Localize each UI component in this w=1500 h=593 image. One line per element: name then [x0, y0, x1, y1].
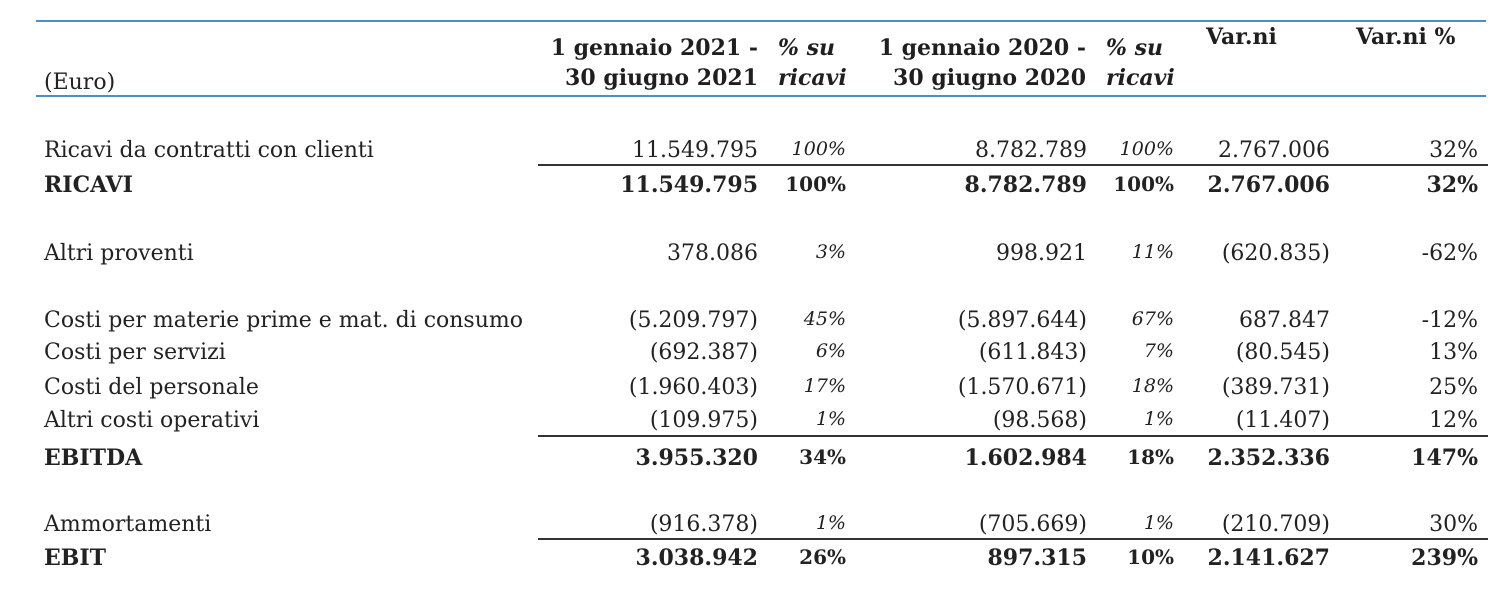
cell-label: Costi del personale	[44, 375, 259, 400]
cell-v2021: (692.387)	[649, 340, 758, 365]
ricavi-subtotal-rule	[538, 164, 1488, 166]
cell-varp: 13%	[1429, 340, 1478, 365]
cell-p2021: 3%	[815, 241, 846, 263]
cell-p2020: 10%	[1127, 545, 1174, 569]
cell-v2021: (109.975)	[649, 408, 758, 433]
cell-varp: 239%	[1411, 545, 1478, 571]
cell-var: (389.731)	[1221, 375, 1330, 400]
cell-var: 2.141.627	[1207, 545, 1330, 571]
cell-p2021: 1%	[815, 512, 846, 534]
cell-p2021: 26%	[799, 545, 846, 569]
cell-v2021: 3.038.942	[635, 545, 758, 571]
cell-v2020: 998.921	[996, 241, 1087, 266]
cell-var: 2.767.006	[1207, 172, 1330, 198]
cell-label: Ricavi da contratti con clienti	[44, 138, 374, 163]
cell-p2021: 6%	[815, 340, 846, 362]
cell-var: (210.709)	[1221, 512, 1330, 537]
cell-v2020: 8.782.789	[975, 138, 1087, 163]
col-varpct-header: Var.ni %	[1356, 24, 1456, 50]
cell-label: Ammortamenti	[44, 512, 212, 537]
cell-var: 2.767.006	[1218, 138, 1330, 163]
cell-p2021: 100%	[791, 138, 846, 160]
cell-v2021: (916.378)	[649, 512, 758, 537]
header-bottom-rule	[36, 95, 1486, 97]
cell-v2020: 1.602.984	[964, 445, 1087, 471]
cell-label: Altri proventi	[44, 241, 194, 266]
cell-p2021: 45%	[803, 308, 846, 330]
ebitda-subtotal-rule	[538, 435, 1488, 437]
cell-v2021: (1.960.403)	[628, 375, 758, 400]
cell-varp: 147%	[1411, 445, 1478, 471]
cell-label: Costi per materie prime e mat. di consum…	[44, 308, 523, 333]
cell-var: (11.407)	[1235, 408, 1330, 433]
cell-v2020: 897.315	[987, 545, 1087, 571]
cell-p2020: 11%	[1131, 241, 1174, 263]
cell-v2020: (705.669)	[978, 512, 1087, 537]
cell-v2021: 11.549.795	[632, 138, 758, 163]
cell-v2021: 378.086	[667, 241, 758, 266]
col-2020-pct-header: % su ricavi	[1106, 35, 1175, 91]
cell-var: (80.545)	[1235, 340, 1330, 365]
cell-varp: 25%	[1429, 375, 1478, 400]
cell-var: 2.352.336	[1207, 445, 1330, 471]
cell-v2020: (98.568)	[992, 408, 1087, 433]
cell-varp: 32%	[1426, 172, 1478, 198]
col-2020-header: 1 gennaio 2020 - 30 giugno 2020	[878, 35, 1086, 91]
cell-v2021: 11.549.795	[620, 172, 758, 198]
cell-p2021: 1%	[815, 408, 846, 430]
cell-varp: 32%	[1429, 138, 1478, 163]
cell-p2020: 18%	[1127, 445, 1174, 469]
cell-p2020: 67%	[1131, 308, 1174, 330]
cell-varp: 12%	[1429, 408, 1478, 433]
col-2021-header: 1 gennaio 2021 - 30 giugno 2021	[550, 35, 758, 91]
cell-p2020: 100%	[1119, 138, 1174, 160]
cell-label: EBIT	[44, 545, 107, 571]
cell-p2020: 1%	[1143, 512, 1174, 534]
cell-p2020: 1%	[1143, 408, 1174, 430]
cell-v2020: (1.570.671)	[957, 375, 1087, 400]
header-top-rule	[36, 20, 1486, 22]
cell-v2021: (5.209.797)	[628, 308, 758, 333]
col-var-header: Var.ni	[1206, 24, 1277, 50]
cell-p2020: 18%	[1131, 375, 1174, 397]
cell-label: RICAVI	[44, 172, 133, 198]
cell-v2021: 3.955.320	[635, 445, 758, 471]
cell-label: Altri costi operativi	[44, 408, 260, 433]
cell-varp: -62%	[1421, 241, 1478, 266]
cell-varp: 30%	[1429, 512, 1478, 537]
cell-varp: -12%	[1421, 308, 1478, 333]
cell-v2020: 8.782.789	[964, 172, 1087, 198]
cell-label: Costi per servizi	[44, 340, 226, 365]
cell-v2020: (611.843)	[978, 340, 1087, 365]
col-2021-pct-header: % su ricavi	[778, 35, 847, 91]
cell-var: (620.835)	[1221, 241, 1330, 266]
cell-p2021: 34%	[799, 445, 846, 469]
cell-v2020: (5.897.644)	[957, 308, 1087, 333]
cell-p2020: 100%	[1113, 172, 1174, 196]
unit-label: (Euro)	[44, 70, 116, 95]
cell-p2021: 17%	[803, 375, 846, 397]
cell-label: EBITDA	[44, 445, 143, 471]
cell-p2021: 100%	[785, 172, 846, 196]
ebit-subtotal-rule	[538, 538, 1488, 540]
cell-p2020: 7%	[1143, 340, 1174, 362]
cell-var: 687.847	[1239, 308, 1330, 333]
